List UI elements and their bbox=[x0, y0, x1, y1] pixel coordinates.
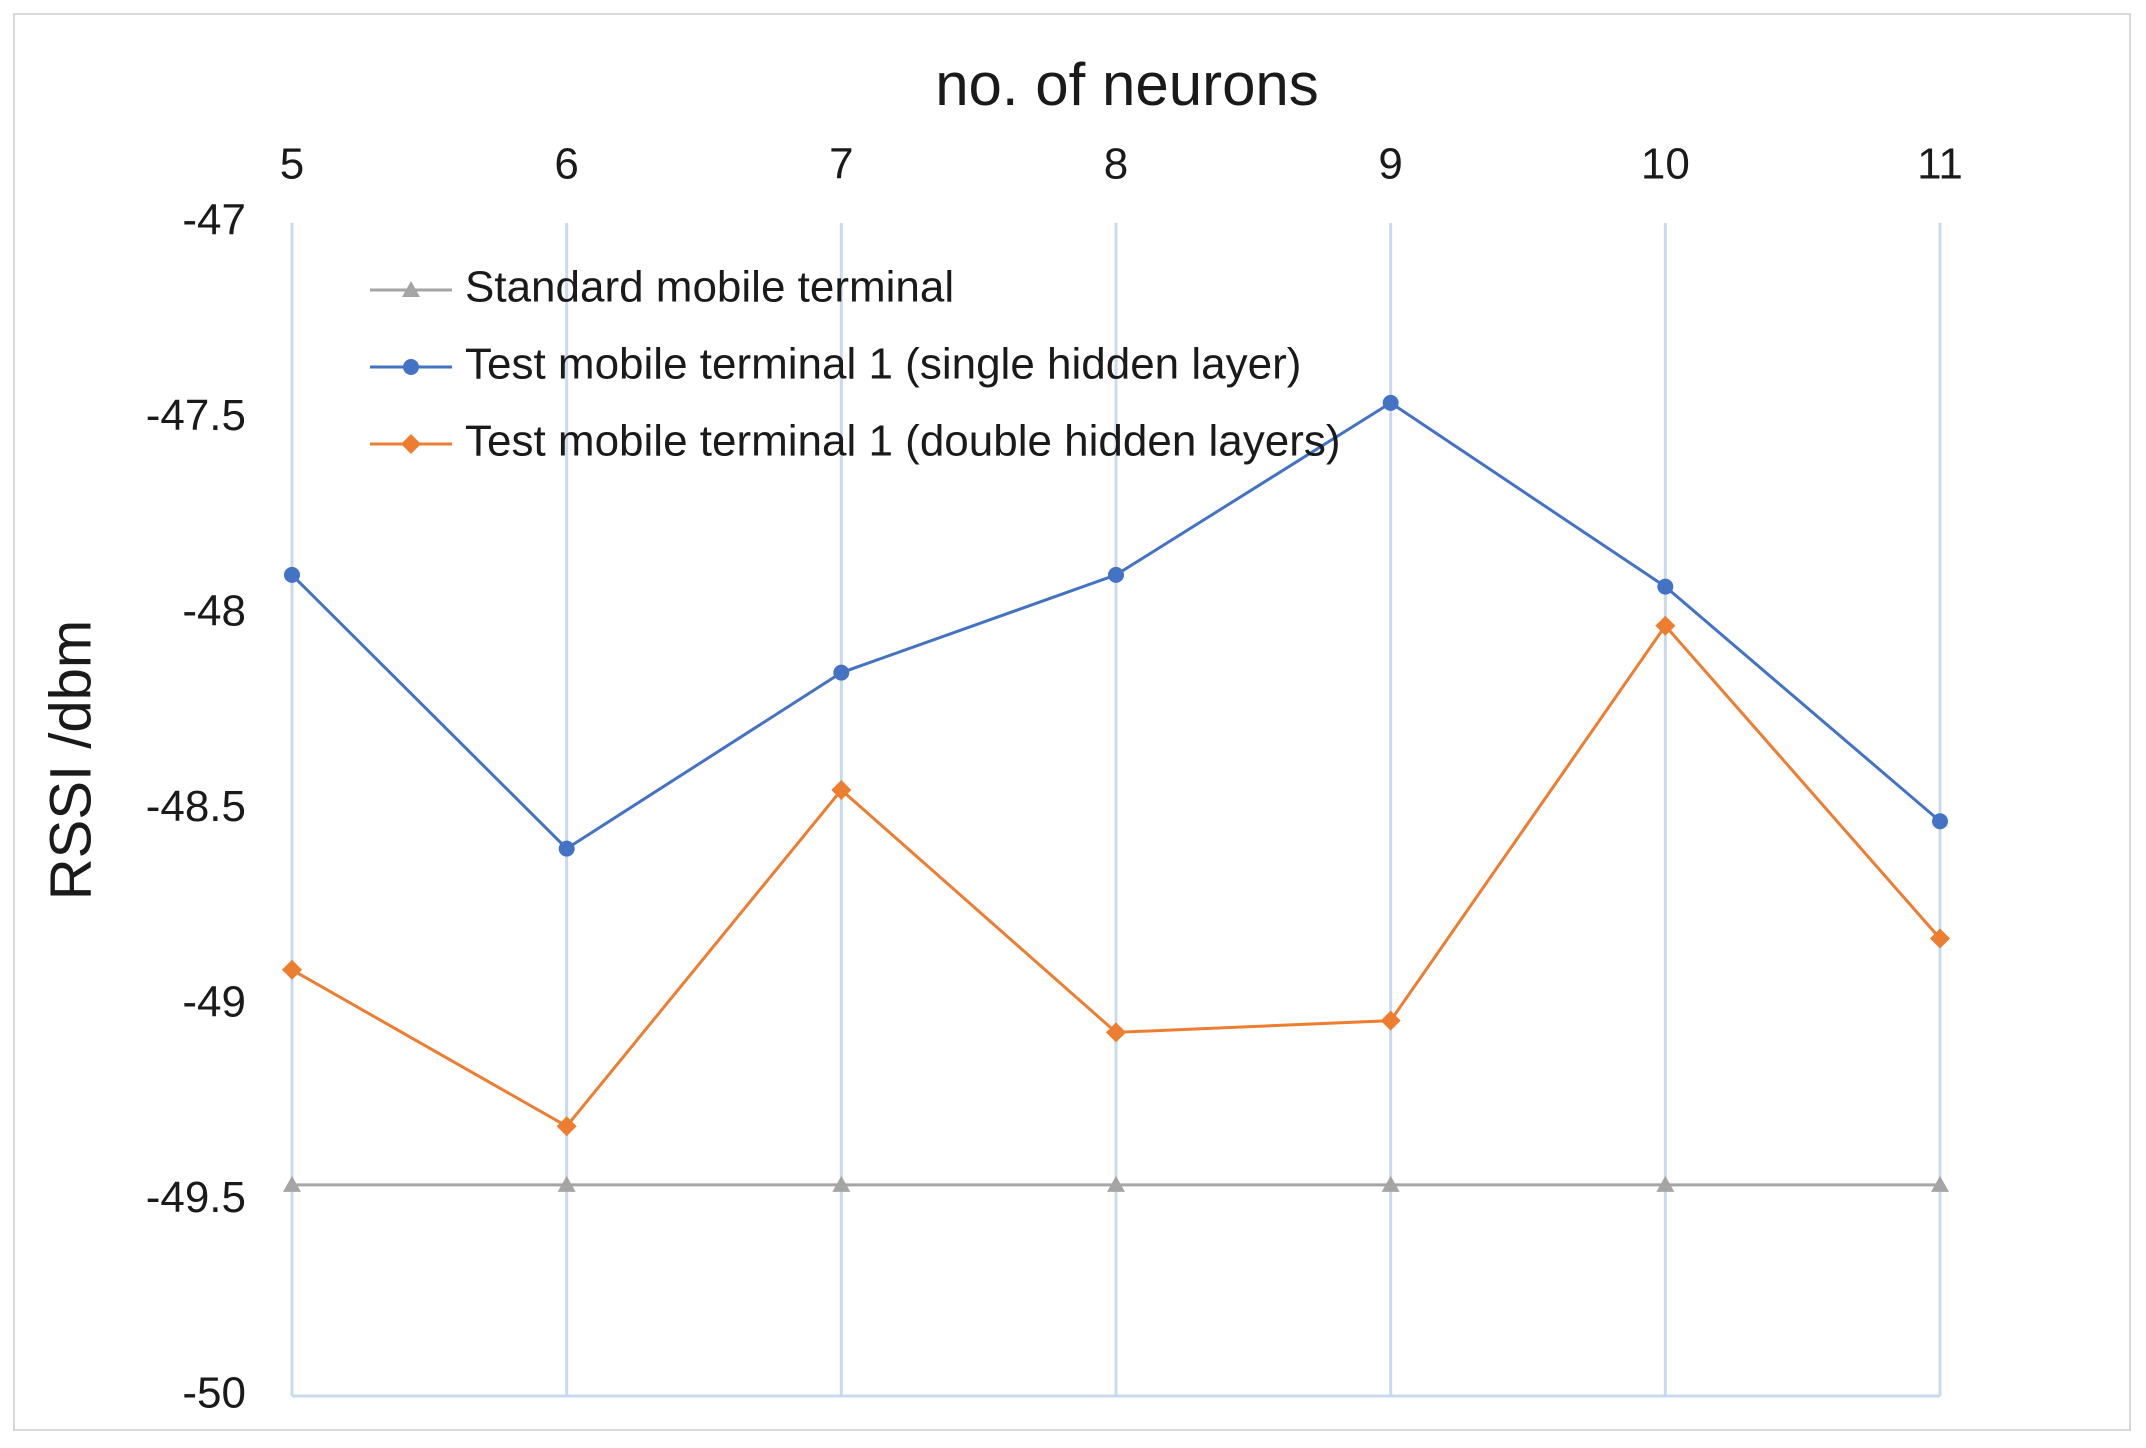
x-tick-label: 7 bbox=[829, 140, 853, 189]
y-axis-title: RSSI /dbm bbox=[38, 620, 103, 900]
data-point bbox=[282, 959, 302, 980]
data-point bbox=[1655, 615, 1676, 636]
chart-border bbox=[13, 13, 2131, 1431]
data-point bbox=[283, 1175, 301, 1192]
data-point bbox=[1657, 578, 1674, 595]
data-point bbox=[1381, 1175, 1400, 1192]
y-tick-label: -48.5 bbox=[146, 782, 246, 831]
legend-label: Test mobile terminal 1 (single hidden la… bbox=[465, 340, 1301, 389]
x-tick-label: 8 bbox=[1104, 140, 1128, 189]
data-point bbox=[556, 1116, 577, 1137]
x-axis-title: no. of neurons bbox=[935, 51, 1319, 118]
data-point bbox=[1108, 566, 1124, 583]
legend-marker bbox=[402, 281, 420, 297]
x-tick-label: 10 bbox=[1641, 140, 1690, 189]
x-tick-label: 9 bbox=[1378, 140, 1402, 189]
data-point bbox=[284, 566, 300, 583]
data-point bbox=[1106, 1022, 1126, 1043]
data-point bbox=[558, 840, 575, 857]
data-point bbox=[1107, 1175, 1125, 1192]
legend-label: Standard mobile terminal bbox=[465, 263, 954, 312]
legend-marker bbox=[401, 434, 421, 454]
x-tick-label: 6 bbox=[554, 140, 578, 189]
data-point bbox=[557, 1175, 576, 1192]
data-point bbox=[1380, 1010, 1401, 1031]
legend-marker bbox=[403, 359, 419, 375]
y-tick-label: -47 bbox=[182, 196, 246, 245]
data-point bbox=[1932, 813, 1948, 830]
data-point bbox=[831, 779, 852, 800]
data-point bbox=[1382, 394, 1399, 411]
x-tick-label: 11 bbox=[1917, 140, 1963, 189]
y-tick-label: -49.5 bbox=[146, 1173, 246, 1222]
data-point bbox=[1931, 1175, 1949, 1192]
legend-label: Test mobile terminal 1 (double hidden la… bbox=[465, 417, 1341, 466]
data-point bbox=[1656, 1175, 1675, 1192]
y-tick-label: -47.5 bbox=[146, 391, 246, 440]
data-point bbox=[1930, 928, 1950, 949]
x-tick-label: 5 bbox=[280, 140, 304, 189]
y-tick-label: -48 bbox=[182, 587, 246, 636]
data-point bbox=[832, 1175, 851, 1192]
y-tick-label: -49 bbox=[182, 978, 246, 1027]
data-point bbox=[833, 664, 850, 681]
y-tick-label: -50 bbox=[182, 1369, 246, 1418]
